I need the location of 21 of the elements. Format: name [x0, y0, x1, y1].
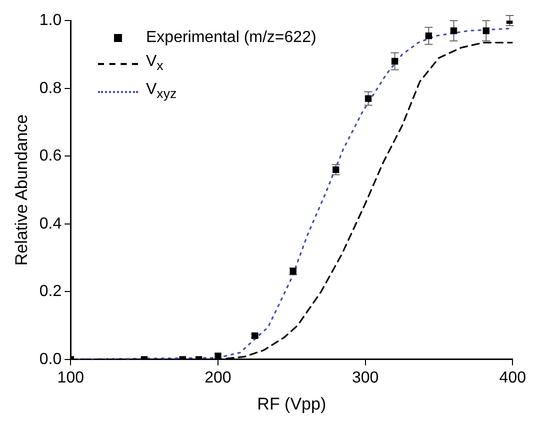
- legend-label: V$_{x}$: [146, 52, 164, 76]
- y-tick-label: 0.6: [39, 148, 62, 165]
- x-tick-label: 100: [57, 369, 84, 386]
- y-axis-title: Relative Abundance: [12, 114, 31, 266]
- x-tick-label: 400: [499, 369, 526, 386]
- point: [482, 27, 490, 34]
- y-tick-label: 0.4: [39, 215, 62, 232]
- point: [450, 27, 458, 34]
- y-tick-label: 0.8: [39, 80, 62, 97]
- point: [214, 352, 222, 360]
- legend-label: V$_{xyz}$: [146, 80, 177, 104]
- x-tick-label: 200: [204, 369, 232, 386]
- point: [425, 32, 432, 40]
- y-tick-label: 0.2: [39, 283, 62, 300]
- point: [391, 58, 398, 65]
- x-axis-title: RF (Vpp): [257, 394, 326, 414]
- x-tick-label: 300: [352, 369, 379, 386]
- legend-label: Experimental (m/z=622): [146, 28, 316, 48]
- y-tick-label: 0.0: [39, 350, 62, 368]
- y-tick-label: 1.0: [39, 12, 62, 30]
- point: [364, 95, 372, 102]
